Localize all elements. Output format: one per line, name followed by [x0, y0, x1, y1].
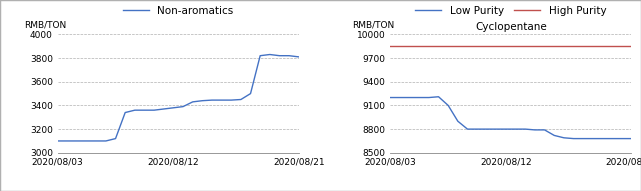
Low Purity: [454, 120, 462, 122]
High Purity: [618, 45, 626, 47]
Non-aromatics: [170, 107, 178, 109]
Non-aromatics: [199, 100, 206, 102]
Low Purity: [387, 96, 394, 99]
High Purity: [473, 45, 481, 47]
Non-aromatics: [63, 140, 71, 142]
High Purity: [425, 45, 433, 47]
Non-aromatics: [73, 140, 81, 142]
Low Purity: [473, 128, 481, 130]
Legend: Non-aromatics: Non-aromatics: [119, 1, 238, 20]
High Purity: [483, 45, 490, 47]
Low Purity: [560, 137, 568, 139]
Low Purity: [628, 138, 635, 140]
Text: RMB/TON: RMB/TON: [352, 21, 394, 30]
Low Purity: [425, 96, 433, 99]
Non-aromatics: [208, 99, 216, 101]
Non-aromatics: [276, 55, 283, 57]
High Purity: [463, 45, 471, 47]
Non-aromatics: [131, 109, 138, 111]
High Purity: [492, 45, 500, 47]
Non-aromatics: [54, 140, 62, 142]
Low Purity: [396, 96, 404, 99]
Low Purity: [570, 138, 578, 140]
Low Purity: [579, 138, 587, 140]
High Purity: [415, 45, 423, 47]
Low Purity: [618, 138, 626, 140]
High Purity: [531, 45, 539, 47]
Low Purity: [512, 128, 519, 130]
High Purity: [608, 45, 616, 47]
Text: RMB/TON: RMB/TON: [24, 21, 66, 30]
High Purity: [522, 45, 529, 47]
Non-aromatics: [247, 92, 254, 95]
High Purity: [396, 45, 404, 47]
Low Purity: [541, 129, 549, 131]
High Purity: [454, 45, 462, 47]
Non-aromatics: [237, 98, 245, 101]
Line: Low Purity: Low Purity: [390, 97, 631, 139]
Non-aromatics: [140, 109, 148, 111]
Low Purity: [444, 104, 452, 107]
High Purity: [387, 45, 394, 47]
Non-aromatics: [83, 140, 90, 142]
Low Purity: [406, 96, 413, 99]
Low Purity: [435, 96, 442, 98]
Low Purity: [492, 128, 500, 130]
High Purity: [589, 45, 597, 47]
Non-aromatics: [285, 55, 293, 57]
High Purity: [502, 45, 510, 47]
High Purity: [406, 45, 413, 47]
Non-aromatics: [160, 108, 167, 110]
Low Purity: [522, 128, 529, 130]
Non-aromatics: [102, 140, 110, 142]
High Purity: [551, 45, 558, 47]
High Purity: [444, 45, 452, 47]
Non-aromatics: [228, 99, 235, 101]
Non-aromatics: [189, 101, 197, 103]
Low Purity: [531, 129, 539, 131]
Text: Cyclopentane: Cyclopentane: [475, 22, 547, 32]
High Purity: [570, 45, 578, 47]
Non-aromatics: [150, 109, 158, 111]
Low Purity: [608, 138, 616, 140]
High Purity: [541, 45, 549, 47]
High Purity: [628, 45, 635, 47]
High Purity: [599, 45, 606, 47]
Legend: Low Purity, High Purity: Low Purity, High Purity: [412, 1, 610, 20]
High Purity: [560, 45, 568, 47]
Line: Non-aromatics: Non-aromatics: [58, 54, 299, 141]
Non-aromatics: [121, 111, 129, 114]
Low Purity: [415, 96, 423, 99]
High Purity: [435, 45, 442, 47]
Non-aromatics: [92, 140, 100, 142]
High Purity: [512, 45, 519, 47]
Low Purity: [589, 138, 597, 140]
Non-aromatics: [295, 56, 303, 58]
Non-aromatics: [256, 55, 264, 57]
Non-aromatics: [112, 138, 119, 140]
Low Purity: [483, 128, 490, 130]
Low Purity: [463, 128, 471, 130]
Low Purity: [502, 128, 510, 130]
Non-aromatics: [179, 105, 187, 108]
High Purity: [579, 45, 587, 47]
Non-aromatics: [266, 53, 274, 56]
Non-aromatics: [218, 99, 226, 101]
Low Purity: [599, 138, 606, 140]
Low Purity: [551, 134, 558, 137]
